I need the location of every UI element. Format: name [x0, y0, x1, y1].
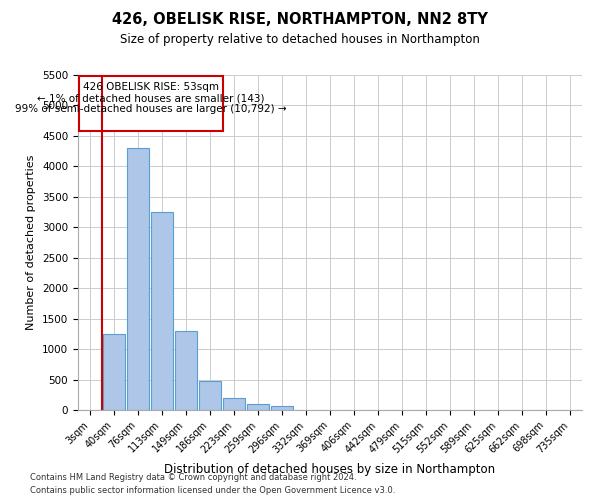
Bar — [199, 381, 221, 410]
Bar — [175, 331, 197, 410]
Text: Size of property relative to detached houses in Northampton: Size of property relative to detached ho… — [120, 32, 480, 46]
Y-axis label: Number of detached properties: Number of detached properties — [26, 155, 37, 330]
Bar — [103, 334, 125, 410]
Text: ← 1% of detached houses are smaller (143): ← 1% of detached houses are smaller (143… — [37, 94, 265, 104]
Text: Contains public sector information licensed under the Open Government Licence v3: Contains public sector information licen… — [30, 486, 395, 495]
Text: Contains HM Land Registry data © Crown copyright and database right 2024.: Contains HM Land Registry data © Crown c… — [30, 474, 356, 482]
Bar — [247, 404, 269, 410]
Bar — [223, 398, 245, 410]
Bar — [271, 406, 293, 410]
Text: 99% of semi-detached houses are larger (10,792) →: 99% of semi-detached houses are larger (… — [16, 104, 287, 114]
Text: 426 OBELISK RISE: 53sqm: 426 OBELISK RISE: 53sqm — [83, 82, 219, 92]
Text: 426, OBELISK RISE, NORTHAMPTON, NN2 8TY: 426, OBELISK RISE, NORTHAMPTON, NN2 8TY — [112, 12, 488, 28]
Bar — [151, 212, 173, 410]
FancyBboxPatch shape — [79, 76, 223, 131]
Bar — [127, 148, 149, 410]
X-axis label: Distribution of detached houses by size in Northampton: Distribution of detached houses by size … — [164, 463, 496, 476]
